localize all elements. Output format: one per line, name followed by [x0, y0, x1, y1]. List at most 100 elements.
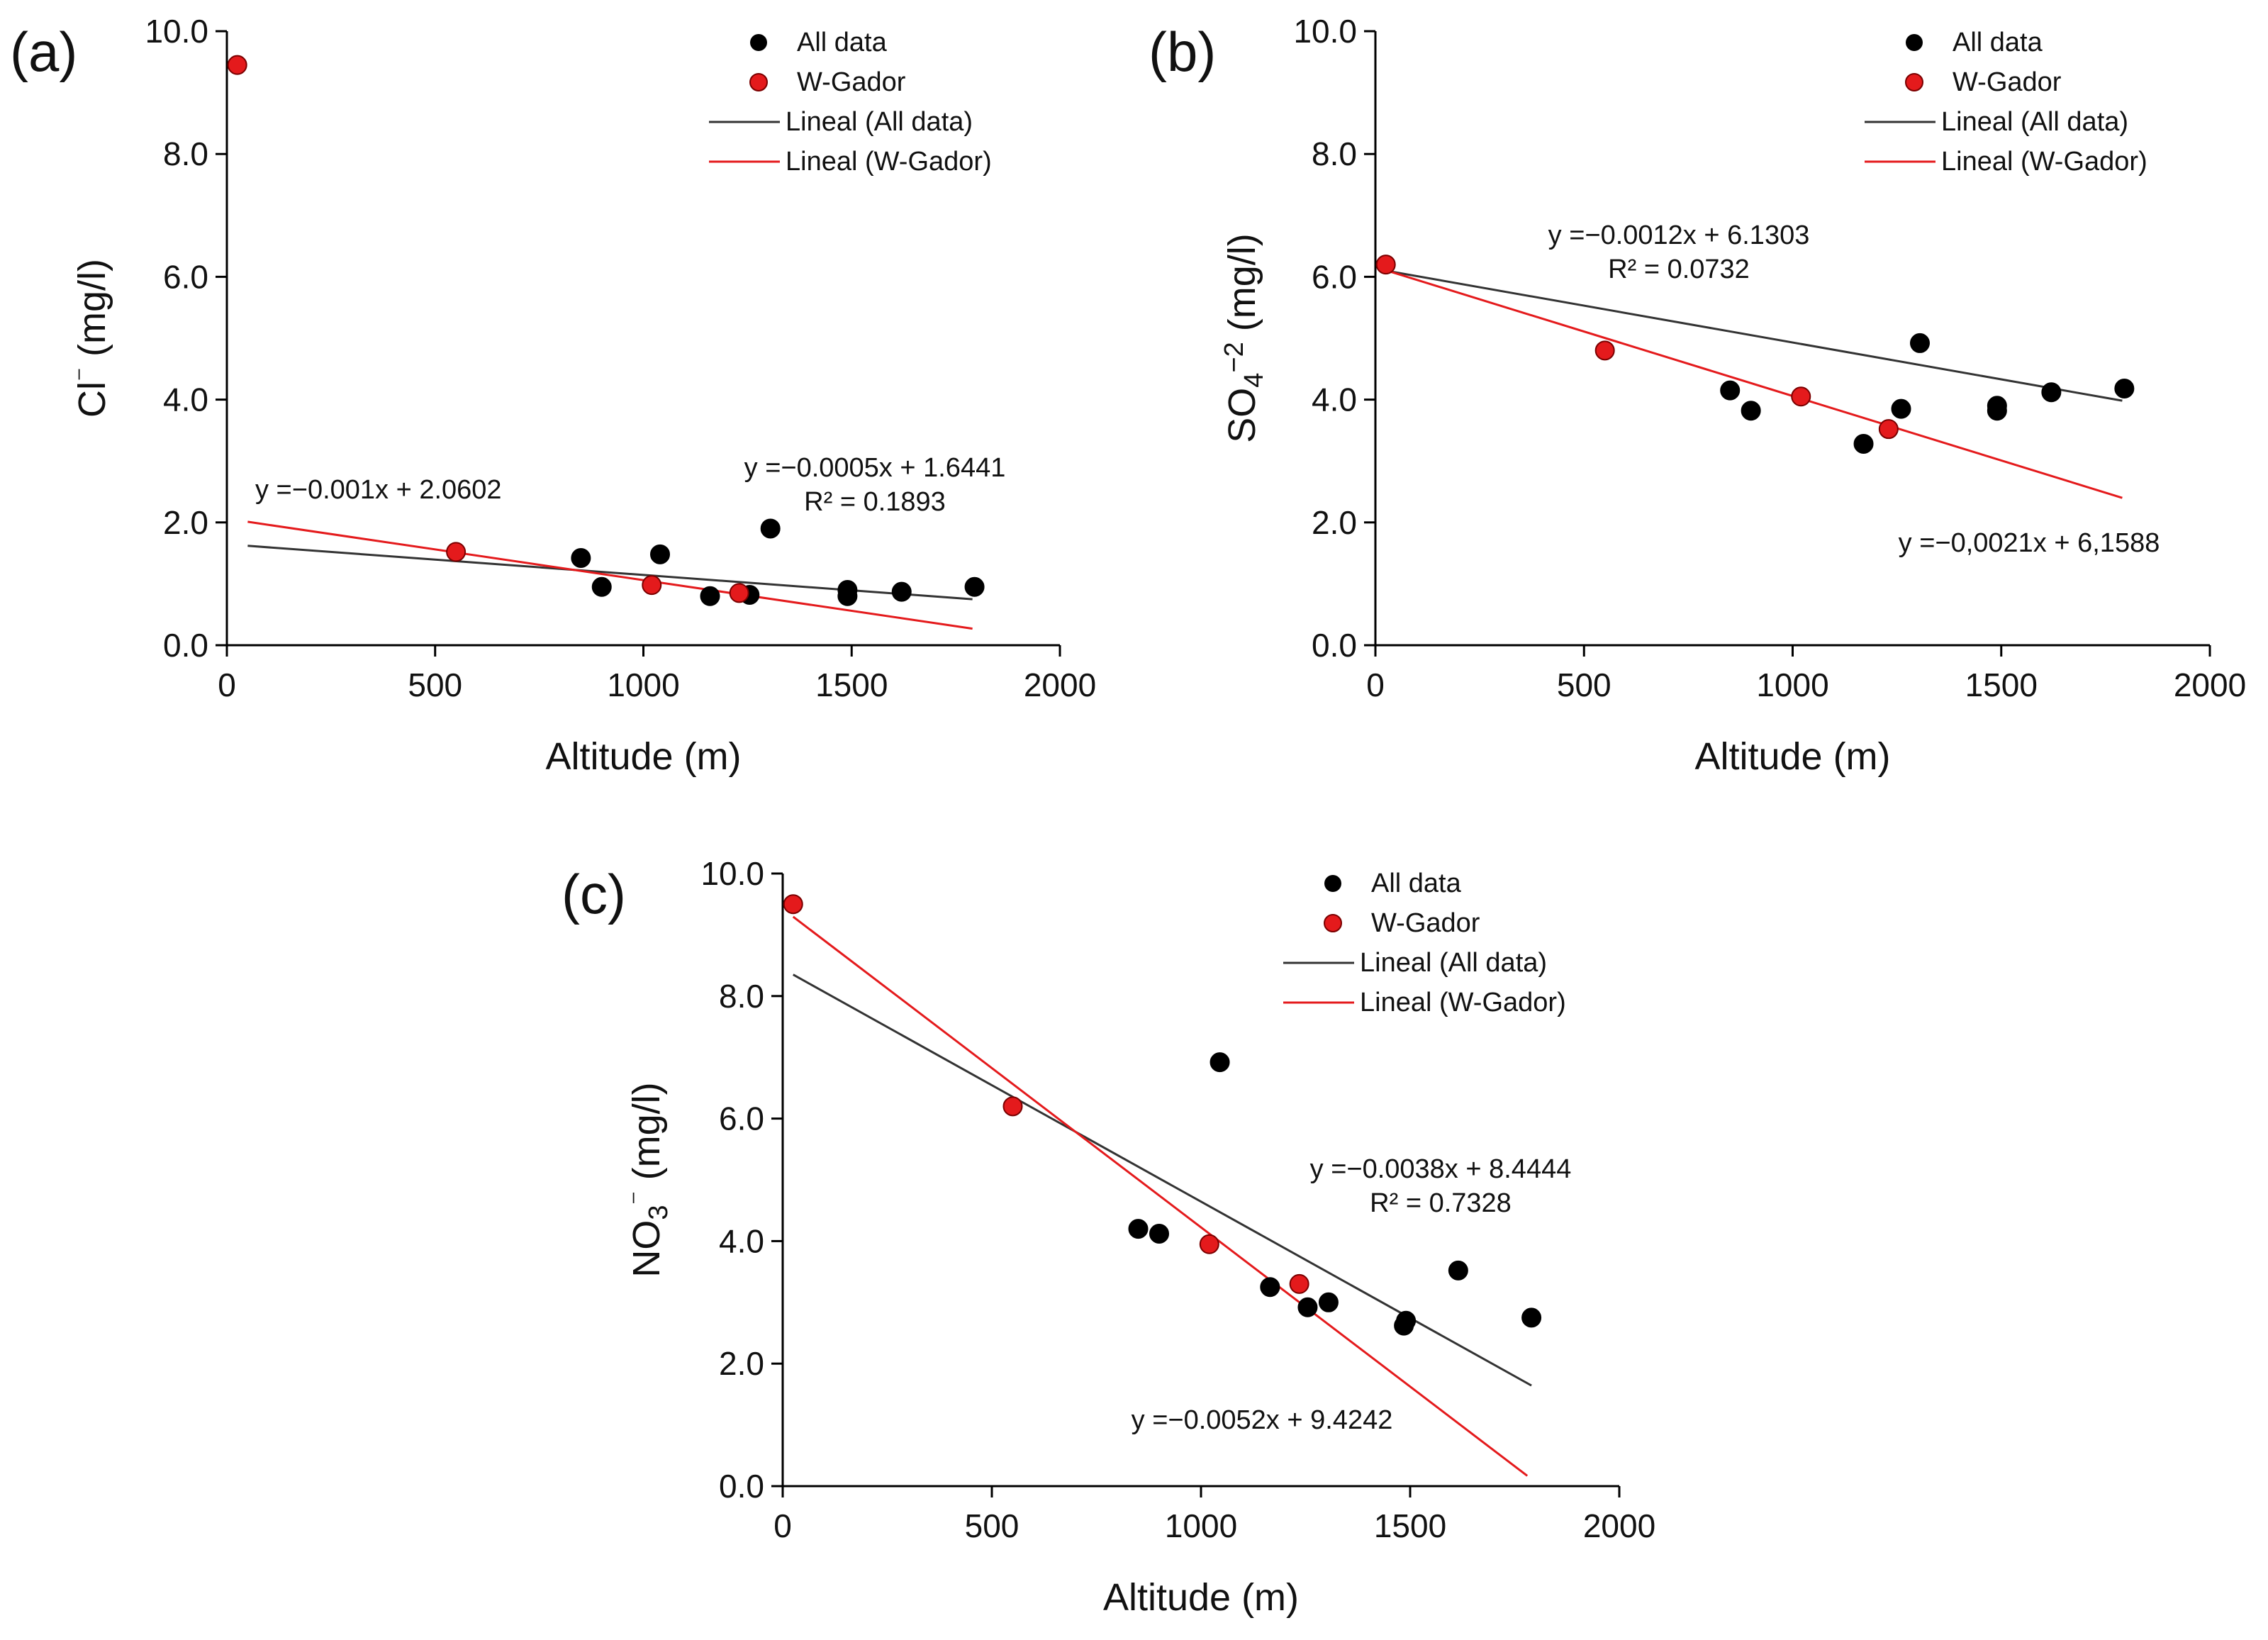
legend-label: Lineal (W-Gador) [1941, 147, 2147, 177]
data-point-all-data [1128, 1219, 1149, 1239]
y-axis-title-part: −2 [1219, 342, 1249, 372]
legend-marker-w-gador [749, 73, 768, 91]
y-tick-label: 10.0 [1293, 13, 1357, 50]
panel-label: (b) [1149, 21, 1216, 83]
data-point-w-gador [729, 583, 749, 603]
data-point-all-data [891, 581, 912, 602]
x-axis-title: Altitude (m) [1694, 735, 1890, 778]
legend-label: Lineal (W-Gador) [1360, 988, 1566, 1017]
x-tick-label: 500 [408, 666, 462, 703]
y-tick-label: 2.0 [163, 504, 208, 541]
y-axis-title-part: 4 [1239, 373, 1269, 388]
r-squared-all-data: R² = 0.0732 [1608, 255, 1750, 284]
y-tick-label: 0.0 [163, 627, 208, 664]
data-point-all-data [1260, 1277, 1280, 1298]
y-tick-label: 2.0 [719, 1345, 764, 1382]
data-point-all-data [1521, 1307, 1542, 1328]
x-tick-label: 2000 [1024, 666, 1096, 703]
y-axis-title: NO3⁻ (mg/l) [624, 1082, 674, 1277]
legend-label: All data [1953, 28, 2043, 57]
data-point-all-data [1853, 433, 1874, 454]
data-point-all-data [1396, 1310, 1417, 1331]
data-point-all-data [1149, 1224, 1169, 1244]
y-tick-label: 8.0 [163, 135, 208, 172]
y-tick-label: 2.0 [1312, 504, 1357, 541]
data-point-w-gador [1002, 1096, 1023, 1117]
x-tick-label: 500 [965, 1507, 1020, 1544]
data-point-all-data [1318, 1292, 1339, 1312]
equation-w-gador: y =−0.001x + 2.0602 [255, 475, 502, 505]
y-axis-title-part: (mg/l) [625, 1082, 668, 1190]
y-tick-label: 8.0 [719, 978, 764, 1015]
trendline-w-gador [792, 915, 1529, 1477]
data-point-all-data [1720, 380, 1741, 401]
equation-all-data: y =−0.0012x + 6.1303 [1548, 221, 1810, 250]
y-tick-label: 10.0 [700, 855, 764, 892]
legend-marker-all-data [1906, 34, 1923, 51]
y-axis-title-part: 3 [644, 1205, 674, 1220]
trendline-all-data [1385, 269, 2123, 402]
data-point-all-data [591, 576, 612, 597]
x-tick-label: 2000 [1583, 1507, 1655, 1544]
x-tick-label: 1000 [1756, 666, 1828, 703]
x-tick-label: 2000 [2174, 666, 2246, 703]
panel-label: (a) [10, 21, 77, 83]
data-point-all-data [1297, 1297, 1318, 1317]
data-point-all-data [1741, 401, 1761, 421]
y-axis-title: SO4−2 (mg/l) [1219, 233, 1269, 442]
data-point-w-gador [1199, 1234, 1219, 1254]
y-tick-label: 4.0 [163, 381, 208, 418]
y-axis-title-part: NO [625, 1220, 668, 1278]
x-tick-label: 1000 [607, 666, 679, 703]
x-tick-label: 1500 [1965, 666, 2038, 703]
x-axis-title: Altitude (m) [545, 735, 741, 778]
data-point-w-gador [227, 55, 247, 75]
data-point-all-data [964, 576, 985, 597]
legend-marker-w-gador [1905, 73, 1923, 91]
y-tick-label: 10.0 [145, 13, 208, 50]
y-tick-label: 6.0 [719, 1100, 764, 1137]
data-point-all-data [760, 518, 781, 539]
y-axis-title-part: ⁻ [624, 1190, 654, 1205]
y-axis-title-part: SO [1221, 388, 1263, 443]
x-tick-label: 1500 [815, 666, 888, 703]
equation-w-gador: y =−0.0052x + 9.4242 [1132, 1405, 1393, 1435]
legend-label: Lineal (All data) [786, 107, 973, 137]
r-squared-all-data: R² = 0.1893 [804, 487, 946, 517]
equation-w-gador: y =−0,0021x + 6,1588 [1899, 528, 2160, 558]
x-tick-label: 1500 [1374, 1507, 1446, 1544]
x-tick-label: 0 [218, 666, 236, 703]
data-point-w-gador [642, 575, 662, 596]
legend-label: Lineal (W-Gador) [786, 147, 992, 177]
x-tick-label: 1000 [1165, 1507, 1237, 1544]
x-axis-title: Altitude (m) [1103, 1576, 1299, 1619]
data-point-all-data [1987, 396, 2007, 416]
legend-marker-all-data [1324, 875, 1341, 892]
panel-label: (c) [562, 863, 626, 925]
y-tick-label: 6.0 [163, 258, 208, 295]
data-point-all-data [650, 544, 670, 564]
data-point-all-data [1210, 1052, 1230, 1073]
legend-label: W-Gador [797, 67, 906, 97]
legend-label: All data [1371, 869, 1462, 898]
panel-b-chart: 0.0 2.0 4.0 6.0 8.0 10.0 0 500 1000 1500 2000 Altit… [1149, 13, 2246, 778]
y-axis-title-part: ⁻ [69, 367, 99, 381]
data-point-w-gador [1289, 1273, 1309, 1294]
data-point-w-gador [1791, 386, 1811, 407]
legend-label: W-Gador [1953, 67, 2062, 97]
y-tick-label: 0.0 [1312, 627, 1357, 664]
equation-all-data: y =−0.0038x + 8.4444 [1310, 1154, 1572, 1184]
trendline-w-gador [247, 520, 973, 630]
data-point-all-data [700, 586, 720, 606]
x-tick-label: 0 [1366, 666, 1385, 703]
data-point-w-gador [446, 542, 467, 562]
data-point-all-data [1448, 1260, 1468, 1281]
legend-label: Lineal (All data) [1941, 107, 2128, 137]
data-point-all-data [1891, 398, 1911, 419]
y-axis-title-part: (mg/l) [71, 259, 113, 367]
x-tick-label: 500 [1557, 666, 1611, 703]
panel-a-chart: 0.0 2.0 4.0 6.0 8.0 10.0 0 500 1000 1500 2000 Altit… [10, 13, 1096, 778]
legend-label: W-Gador [1371, 908, 1480, 938]
data-point-all-data [837, 580, 858, 601]
